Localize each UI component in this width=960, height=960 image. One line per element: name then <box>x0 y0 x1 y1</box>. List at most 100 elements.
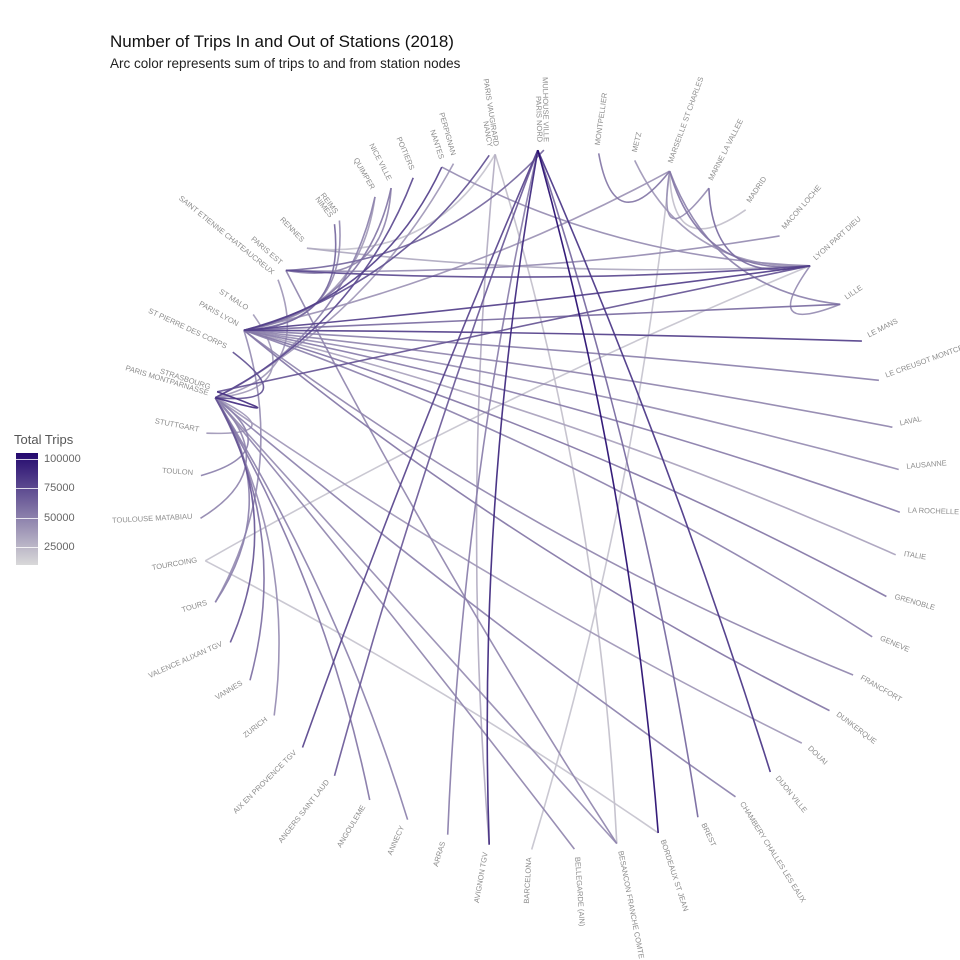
arc-tourcoing-bordeaux <box>204 560 659 834</box>
node-label-la_rochelle: LA ROCHELLE VILLE <box>908 506 960 518</box>
arc-paris_lyon-lausanne <box>243 329 899 471</box>
node-label-angouleme: ANGOULEME <box>335 803 367 849</box>
node-label-tourcoing: TOURCOING <box>151 555 198 572</box>
node-label-bordeaux: BORDEAUX ST JEAN <box>659 838 691 912</box>
arc-paris_montparnasse-poitiers <box>214 177 414 399</box>
node-label-nancy: NANCY <box>481 120 494 147</box>
node-label-rennes: RENNES <box>278 215 306 244</box>
node-label-le_mans: LE MANS <box>866 316 899 339</box>
node-label-le_creusot: LE CREUSOT MONTCEAU MONTCHANIN <box>884 321 960 379</box>
node-label-mulhouse_ville: MULHOUSE VILLE <box>541 77 551 142</box>
arc-paris_lyon-italie <box>243 329 897 556</box>
node-label-paris_nord: PARIS NORD <box>534 96 545 143</box>
legend-tick-50000: 50000 <box>44 511 75 524</box>
arc-paris_lyon-marseille <box>243 170 671 332</box>
arc-paris_lyon-le_creusot <box>243 329 879 382</box>
arc-marseille-montpellier <box>597 153 671 203</box>
arc-paris_montparnasse-besancon <box>214 397 618 845</box>
arc-paris_montparnasse-toulouse <box>200 397 248 519</box>
arc-paris_montparnasse-valence <box>214 397 256 643</box>
chart-subtitle: Arc color represents sum of trips to and… <box>110 56 461 71</box>
node-label-avignon: AVIGNON TGV <box>472 851 490 903</box>
arc-paris_montparnasse-angouleme <box>214 397 371 801</box>
legend-color-bar <box>16 453 38 565</box>
chart-title: Number of Trips In and Out of Stations (… <box>110 32 454 51</box>
arc-paris_nord-dijon_ville <box>537 149 772 773</box>
node-label-chambery: CHAMBERY CHALLES LES EAUX <box>738 800 808 904</box>
node-label-macon_loche: MACON LOCHE <box>780 183 823 231</box>
arc-paris_lyon-francfort <box>243 329 854 676</box>
node-label-zurich: ZURICH <box>241 715 269 740</box>
node-label-aix: AIX EN PROVENCE TGV <box>231 748 298 815</box>
node-label-bellegarde: BELLEGARDE (AIN) <box>573 857 587 928</box>
node-label-brest: BREST <box>699 822 718 849</box>
arc-paris_montparnasse-chambery <box>214 397 736 798</box>
node-label-st_etienne: SAINT ETIENNE CHATEAUCREUX <box>177 194 276 277</box>
node-label-valence: VALENCE ALIXAN TGV <box>147 639 224 680</box>
node-label-metz: METZ <box>630 131 644 153</box>
node-label-toulon: TOULON <box>162 466 194 477</box>
arc-paris_lyon-lyon_part_dieu <box>243 265 811 332</box>
arc-paris_nord-arras <box>446 150 539 835</box>
arc-paris_lyon-la_rochelle <box>243 329 901 513</box>
legend-tick-75000: 75000 <box>44 482 75 495</box>
node-label-stuttgart: STUTTGART <box>154 416 200 433</box>
node-label-annecy: ANNECY <box>385 824 406 856</box>
arc-paris_lyon-nice_ville <box>243 187 392 332</box>
node-label-italie: ITALIE <box>903 549 927 561</box>
arc-paris_nord-avignon <box>486 150 539 845</box>
arc-metz-lyon_part_dieu <box>633 160 811 267</box>
arc-paris_nord-angers <box>333 149 539 777</box>
arc-marseille-lille <box>668 170 841 306</box>
node-label-arras: ARRAS <box>431 840 447 867</box>
arc-barcelona-marseille <box>530 171 671 850</box>
node-label-quimper: QUIMPER <box>352 156 378 191</box>
node-label-poitiers: POITIERS <box>395 136 417 172</box>
node-label-dijon_ville: DIJON VILLE <box>774 774 809 815</box>
node-label-st_malo: ST MALO <box>218 287 251 312</box>
arc-paris_montparnasse-annecy <box>214 397 409 820</box>
node-label-lausanne: LAUSANNE <box>906 458 947 470</box>
arc-paris_nord-brest <box>537 149 699 818</box>
arcs-layer <box>200 149 901 850</box>
arc-lyon_part_dieu-lille <box>789 265 841 316</box>
arc-paris_montparnasse-strasbourg <box>215 391 259 409</box>
arc-paris_vaugirard-besancon <box>494 154 618 844</box>
arc-paris_lyon-tours <box>214 330 262 603</box>
node-label-geneve: GENEVE <box>879 633 911 654</box>
arc-madrid-marseille <box>668 171 747 230</box>
arc-paris_est-lyon_part_dieu <box>285 265 811 278</box>
node-label-francfort: FRANCFORT <box>859 673 904 704</box>
arc-lyon_part_dieu-nantes <box>441 166 811 267</box>
node-label-marseille: MARSEILLE ST CHARLES <box>666 76 706 165</box>
node-label-marne_la_vallee: MARNE LA VALLEE <box>706 117 745 182</box>
legend-tick-100000: 100000 <box>44 452 81 465</box>
arc-paris_est-macon_loche <box>285 235 780 273</box>
legend-tick-mark <box>16 458 38 460</box>
arc-paris_est-mulhouse_ville <box>285 149 545 272</box>
legend-tick-mark <box>16 547 38 549</box>
node-label-grenoble: GRENOBLE <box>894 592 937 612</box>
node-label-laval: LAVAL <box>899 414 923 427</box>
arc-lyon_part_dieu-strasbourg <box>216 265 811 393</box>
node-label-lille: LILLE <box>843 283 864 301</box>
node-label-lyon_part_dieu: LYON PART DIEU <box>811 214 862 262</box>
arc-paris_montparnasse-st_pierre <box>215 351 265 400</box>
arc-paris_lyon-nantes <box>243 166 443 332</box>
arc-paris_montparnasse-bellegarde <box>214 397 576 850</box>
legend-title: Total Trips <box>14 432 74 447</box>
arc-paris_vaugirard-rennes <box>306 153 496 251</box>
arc-paris_lyon-laval <box>243 329 893 428</box>
legend: Total Trips 100000 75000 50000 25000 <box>14 432 124 582</box>
node-label-dunkerque: DUNKERQUE <box>835 710 879 746</box>
node-label-toulouse: TOULOUSE MATABIAU <box>112 512 193 525</box>
arc-paris_nord-aix <box>301 149 539 748</box>
arc-paris_lyon-lille <box>243 303 841 332</box>
arc-paris_montparnasse-toulon <box>200 397 249 477</box>
node-label-vannes: VANNES <box>214 678 245 701</box>
arc-paris_lyon-le_mans <box>243 329 862 342</box>
arc-paris_est-besancon <box>285 270 618 845</box>
node-label-madrid: MADRID <box>744 174 768 204</box>
legend-tick-mark <box>16 517 38 519</box>
node-label-besancon: BESANCON FRANCHE COMTE TGV <box>616 850 649 960</box>
